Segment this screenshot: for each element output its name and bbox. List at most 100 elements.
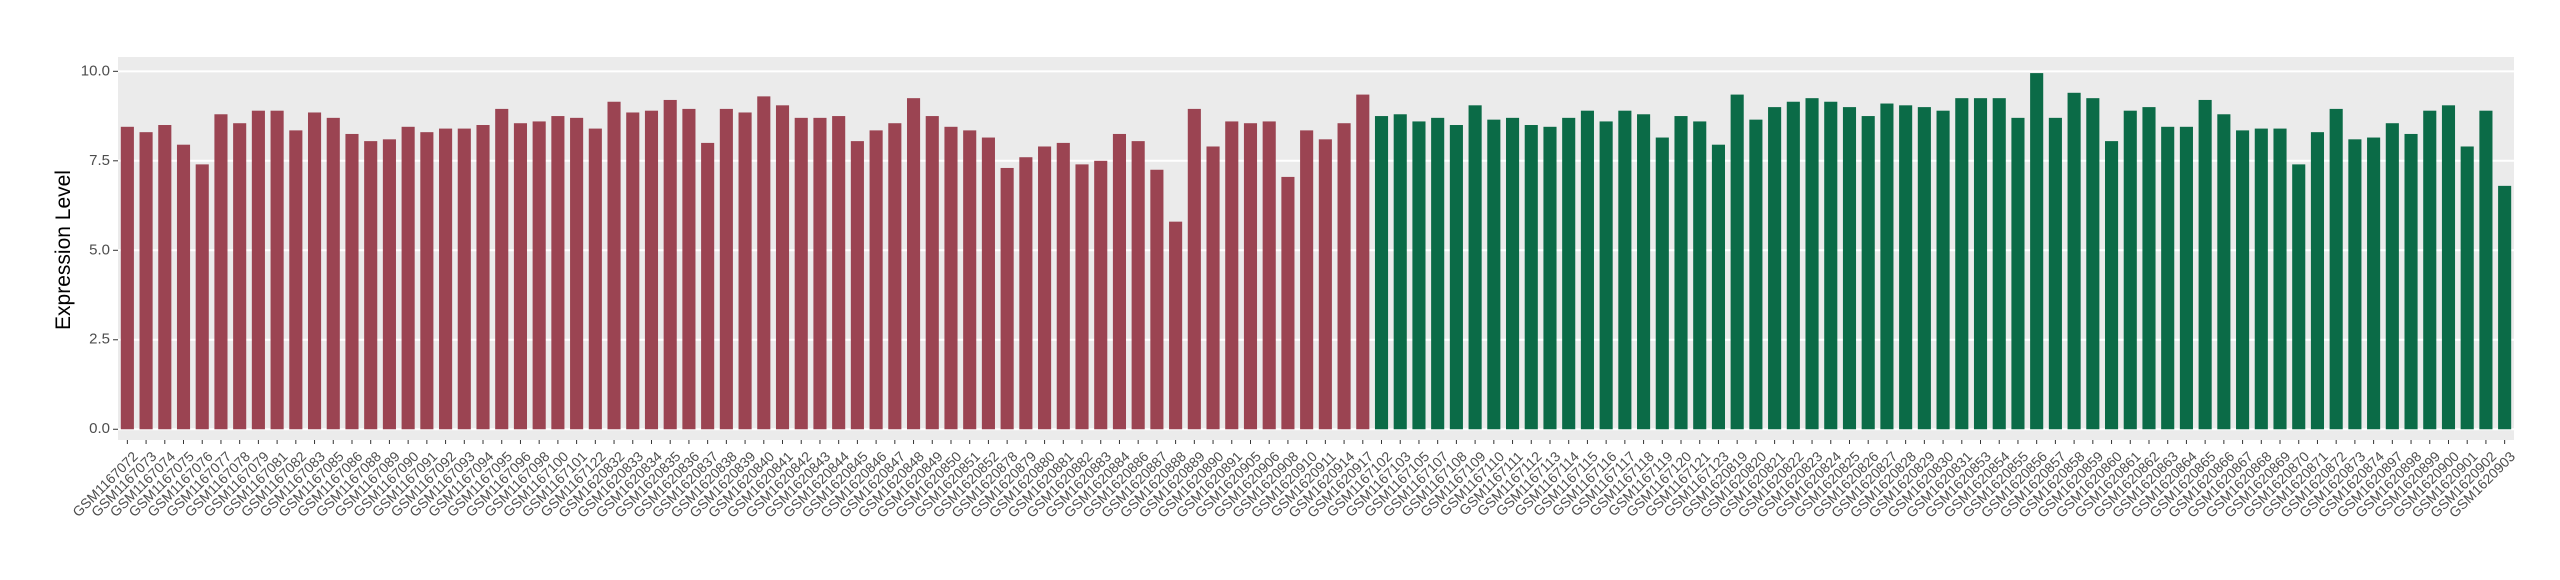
bar [513,123,528,430]
bar [813,117,827,430]
bar [1861,116,1875,430]
bar [1786,101,1800,430]
bar [2460,146,2474,430]
bar [1618,110,1632,430]
bar [176,144,191,430]
bar [1599,121,1613,430]
bar [2292,164,2306,430]
bar [214,114,228,430]
bar [1150,169,1164,430]
bar [551,116,565,430]
bar [906,98,921,430]
bar [869,130,883,430]
bar [2423,110,2437,430]
bar [2498,185,2512,430]
bar [326,117,340,430]
bar [158,125,172,430]
bar [719,108,733,430]
bar [1038,146,1052,430]
bar [1356,94,1370,430]
bar [1449,125,1463,430]
bar [1992,98,2006,430]
bar [2048,117,2062,430]
bar [139,132,153,430]
y-tick-label: 5.0 [89,241,110,258]
bar [1243,123,1258,430]
y-tick-label: 0.0 [89,420,110,437]
bar [1112,133,1127,430]
bar [1637,114,1651,430]
y-tick-label: 7.5 [89,152,110,169]
bar [2273,128,2287,430]
bar [2329,108,2343,430]
bar [233,123,247,430]
bar [2367,137,2381,430]
bar [738,112,752,430]
bar [476,125,490,430]
bar [1094,160,1108,430]
bar [1131,141,1145,430]
bar [626,112,640,430]
bar [495,108,509,430]
bar [1262,121,1276,430]
bar [345,133,359,430]
bar [1169,221,1183,430]
bar [1917,107,1931,430]
bar [925,116,939,430]
bar [1000,167,1014,430]
bar [2067,92,2081,430]
bar [1693,121,1707,430]
bar [2254,128,2268,430]
bar [2385,123,2399,430]
bar [1056,142,1070,430]
bar [2104,141,2119,430]
bar [420,132,434,430]
bar [2123,110,2137,430]
bar [963,130,977,430]
bar [1431,117,1445,430]
bar [532,121,546,430]
bar [1730,94,1744,430]
bar [1468,105,1482,430]
bar [850,141,864,430]
bar [195,164,209,430]
bar [1187,108,1201,430]
bar [2236,130,2250,430]
bar [775,105,790,430]
bar [2404,133,2418,430]
bar [1973,98,1988,430]
bar [588,128,602,430]
bar [2011,117,2025,430]
bar [682,108,696,430]
bar [2142,107,2156,430]
bar [401,126,415,430]
bar [1824,101,1838,430]
bar [1580,110,1594,430]
bar [663,99,677,430]
bar [1019,157,1033,430]
bar [1337,123,1351,430]
y-axis-title: Expression Level [52,170,75,330]
bar [364,141,378,430]
bar [120,126,134,430]
bar [2198,99,2212,430]
bar [1075,164,1089,430]
bar [1393,114,1407,430]
bar [289,130,303,430]
bar [1805,98,1819,430]
bar [2217,114,2231,430]
y-tick-label: 10.0 [81,62,110,79]
bar [307,112,322,430]
bar [1374,116,1389,430]
bar [1749,119,1763,430]
y-tick-label: 2.5 [89,331,110,348]
bar [1711,144,1726,430]
bar [251,110,265,430]
bar [2179,126,2193,430]
bar [1524,125,1538,430]
bar [1543,126,1557,430]
bar [701,142,715,430]
bar [1487,119,1501,430]
bar [2030,73,2044,430]
